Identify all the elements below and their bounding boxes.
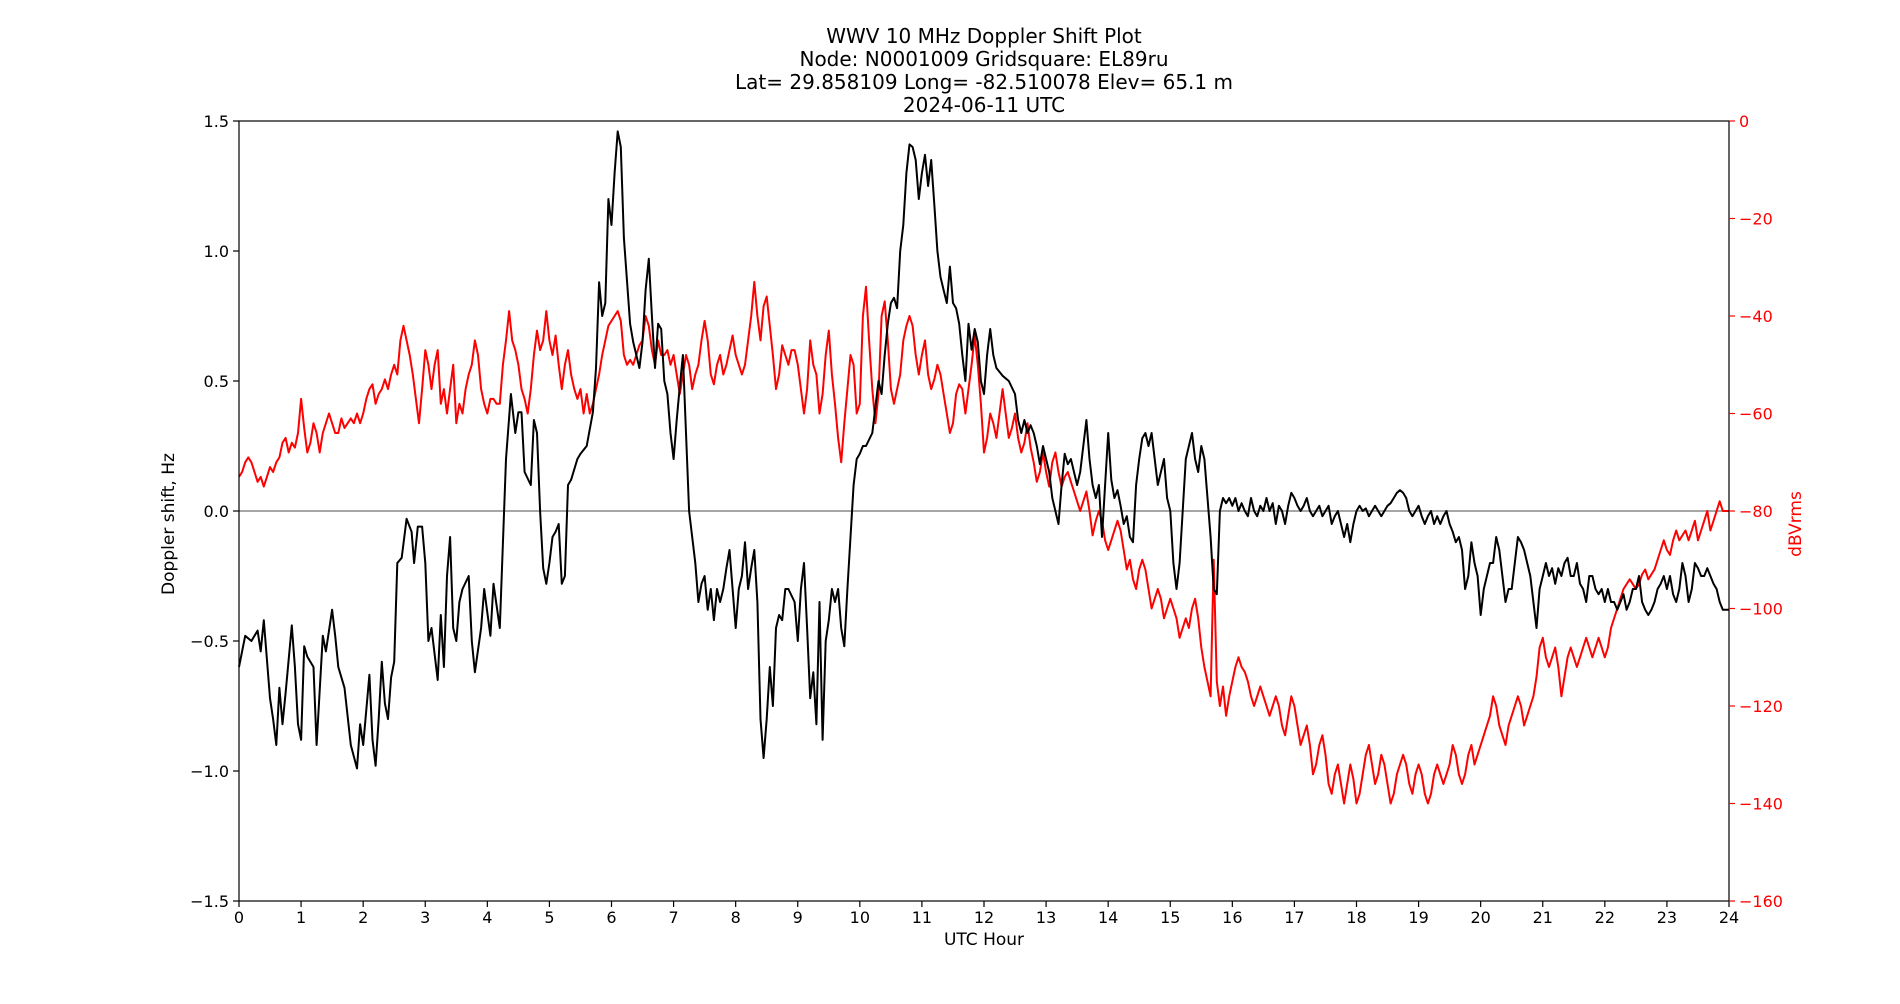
x-tick-label: 22 (1595, 908, 1615, 927)
chart-title-line-3: Lat= 29.858109 Long= -82.510078 Elev= 65… (735, 70, 1233, 94)
y-left-tick-label: 0.5 (204, 372, 229, 391)
x-tick-label: 11 (912, 908, 932, 927)
y-left-tick-label: 1.0 (204, 242, 229, 261)
x-tick-label: 1 (296, 908, 306, 927)
doppler-line (238, 130, 1729, 770)
x-tick-label: 15 (1160, 908, 1180, 927)
x-tick-label: 12 (974, 908, 994, 927)
y-right-tick-label: −20 (1739, 210, 1773, 229)
x-tick-label: 14 (1098, 908, 1118, 927)
power-line (238, 280, 1729, 805)
chart-title-line-4: 2024-06-11 UTC (903, 93, 1065, 117)
x-tick-label: 21 (1533, 908, 1553, 927)
y-axis-left-label: Doppler shift, Hz (159, 453, 179, 595)
x-tick-label: 8 (731, 908, 741, 927)
chart-title: WWV 10 MHz Doppler Shift Plot Node: N000… (735, 24, 1233, 117)
y-right-tick-label: −80 (1739, 502, 1773, 521)
y-right-tick-label: −60 (1739, 405, 1773, 424)
y-axis-left: −1.5 −1.0 −0.5 0.0 0.5 1.0 1.5 (190, 112, 239, 911)
x-axis: 0 1 2 3 4 5 6 7 8 9 10 11 12 13 14 15 16 17 18 19 20 21 22 23 24 (234, 901, 1739, 927)
x-tick-label: 20 (1470, 908, 1490, 927)
x-tick-label: 5 (544, 908, 554, 927)
x-tick-label: 13 (1036, 908, 1056, 927)
x-tick-label: 18 (1346, 908, 1366, 927)
y-left-tick-label: 0.0 (204, 502, 229, 521)
x-tick-label: 2 (358, 908, 368, 927)
x-tick-label: 10 (850, 908, 870, 927)
y-left-tick-label: 1.5 (204, 112, 229, 131)
x-tick-label: 23 (1657, 908, 1677, 927)
x-tick-label: 7 (668, 908, 678, 927)
x-tick-label: 3 (420, 908, 430, 927)
y-right-tick-label: 0 (1739, 112, 1749, 131)
chart-title-line-1: WWV 10 MHz Doppler Shift Plot (826, 24, 1142, 48)
x-tick-label: 24 (1719, 908, 1739, 927)
chart-title-line-2: Node: N0001009 Gridsquare: EL89ru (799, 47, 1168, 71)
y-right-tick-label: −160 (1739, 892, 1783, 911)
x-tick-label: 0 (234, 908, 244, 927)
x-tick-label: 17 (1284, 908, 1304, 927)
y-axis-right-label: dBVrms (1786, 491, 1806, 557)
x-tick-label: 19 (1408, 908, 1428, 927)
y-left-tick-label: −0.5 (190, 632, 229, 651)
x-axis-label: UTC Hour (944, 930, 1024, 950)
y-left-tick-label: −1.5 (190, 892, 229, 911)
y-right-tick-label: −100 (1739, 600, 1783, 619)
y-right-tick-label: −140 (1739, 795, 1783, 814)
x-tick-label: 16 (1222, 908, 1242, 927)
y-right-tick-label: −40 (1739, 307, 1773, 326)
y-left-tick-label: −1.0 (190, 762, 229, 781)
y-right-tick-label: −120 (1739, 697, 1783, 716)
x-tick-label: 9 (793, 908, 803, 927)
y-axis-right: 0 −20 −40 −60 −80 −100 −120 −140 −160 (1729, 112, 1783, 911)
x-tick-label: 6 (606, 908, 616, 927)
x-tick-label: 4 (482, 908, 492, 927)
